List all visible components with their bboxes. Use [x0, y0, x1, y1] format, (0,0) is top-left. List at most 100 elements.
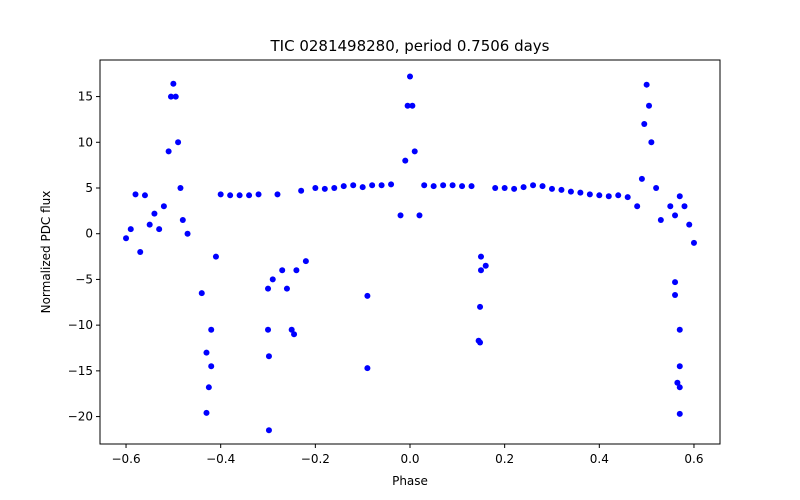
- data-point: [477, 253, 484, 260]
- data-point: [653, 185, 660, 191]
- x-axis: −0.6 −0.4 −0.2 0.0 0.2 0.4 0.6: [111, 444, 704, 466]
- data-point: [132, 191, 139, 198]
- data-point: [402, 157, 409, 164]
- data-point: [586, 191, 593, 198]
- data-point: [676, 410, 683, 417]
- data-point: [676, 363, 683, 370]
- data-point: [634, 203, 641, 210]
- data-point: [179, 217, 186, 223]
- data-point: [567, 188, 574, 195]
- data-point: [440, 182, 447, 189]
- data-point: [520, 184, 527, 191]
- data-point: [648, 139, 655, 146]
- x-tick-label: −0.4: [206, 452, 235, 466]
- data-point: [293, 267, 300, 274]
- y-axis: −20 −15 −10 −5 0 5 10 15: [68, 90, 100, 424]
- data-point: [539, 183, 546, 190]
- data-point: [477, 267, 484, 274]
- x-tick-label: 0.0: [400, 452, 419, 466]
- data-point: [340, 183, 347, 190]
- x-tick-label: 0.2: [495, 452, 514, 466]
- data-point: [548, 185, 555, 192]
- data-point: [269, 276, 276, 283]
- data-point: [137, 249, 144, 255]
- data-point: [198, 290, 205, 297]
- data-point: [459, 183, 466, 190]
- data-point: [288, 326, 295, 333]
- y-tick-label: −10: [68, 318, 93, 332]
- data-point: [208, 363, 215, 370]
- data-point: [331, 185, 338, 191]
- data-point: [298, 187, 305, 194]
- data-point: [511, 185, 518, 192]
- data-point: [165, 148, 172, 155]
- data-point: [416, 212, 423, 219]
- data-point: [397, 212, 404, 219]
- data-point: [605, 193, 612, 200]
- data-point: [468, 183, 475, 190]
- data-point: [676, 193, 683, 200]
- data-point: [388, 181, 395, 188]
- data-point: [123, 235, 130, 242]
- y-tick-label: 15: [78, 90, 93, 104]
- data-point: [477, 303, 484, 310]
- data-point: [279, 267, 286, 274]
- data-point: [203, 409, 210, 416]
- data-point: [641, 121, 648, 127]
- x-tick-label: −0.2: [301, 452, 330, 466]
- x-axis-label: Phase: [392, 474, 428, 488]
- data-point: [255, 191, 262, 198]
- data-point: [203, 349, 210, 356]
- data-point: [265, 353, 272, 360]
- y-tick-label: −15: [68, 364, 93, 378]
- x-tick-label: −0.6: [111, 452, 140, 466]
- data-point: [212, 253, 219, 260]
- x-tick-label: 0.6: [684, 452, 703, 466]
- plot-frame: [99, 59, 721, 445]
- data-point: [127, 226, 134, 233]
- data-point: [369, 182, 376, 189]
- data-point: [246, 192, 253, 199]
- data-point: [530, 182, 537, 189]
- y-axis-label: Normalized PDC flux: [39, 191, 53, 314]
- data-point: [205, 384, 212, 391]
- data-point: [217, 191, 224, 198]
- data-point: [378, 182, 385, 189]
- data-point: [492, 185, 499, 191]
- data-point: [312, 185, 319, 191]
- y-tick-label: −20: [68, 410, 93, 424]
- data-point: [409, 102, 416, 109]
- data-point: [404, 102, 411, 109]
- y-tick-label: 5: [85, 181, 93, 195]
- data-point: [177, 185, 184, 191]
- y-tick-label: −5: [75, 272, 93, 286]
- data-point: [667, 203, 674, 210]
- data-point: [674, 379, 681, 386]
- data-point: [265, 285, 272, 292]
- data-point: [364, 365, 371, 372]
- x-tick-label: 0.4: [590, 452, 609, 466]
- data-point: [208, 326, 215, 333]
- data-point: [615, 192, 622, 199]
- data-point: [686, 221, 693, 228]
- data-point: [265, 326, 272, 333]
- data-point: [302, 258, 309, 265]
- data-point: [274, 191, 281, 198]
- data-point: [676, 384, 683, 391]
- chart-title: TIC 0281498280, period 0.7506 days: [269, 37, 549, 55]
- data-point: [577, 189, 584, 196]
- data-point: [160, 203, 167, 210]
- data-point: [172, 93, 179, 100]
- data-point: [638, 175, 645, 182]
- data-point: [501, 185, 508, 191]
- data-point: [411, 148, 418, 155]
- y-tick-label: 10: [78, 135, 93, 149]
- data-point: [430, 183, 437, 190]
- data-point: [184, 230, 191, 237]
- data-point: [672, 279, 679, 286]
- data-point: [151, 210, 158, 217]
- data-point: [672, 212, 679, 219]
- y-tick-label: 0: [85, 227, 93, 241]
- data-point: [291, 331, 298, 338]
